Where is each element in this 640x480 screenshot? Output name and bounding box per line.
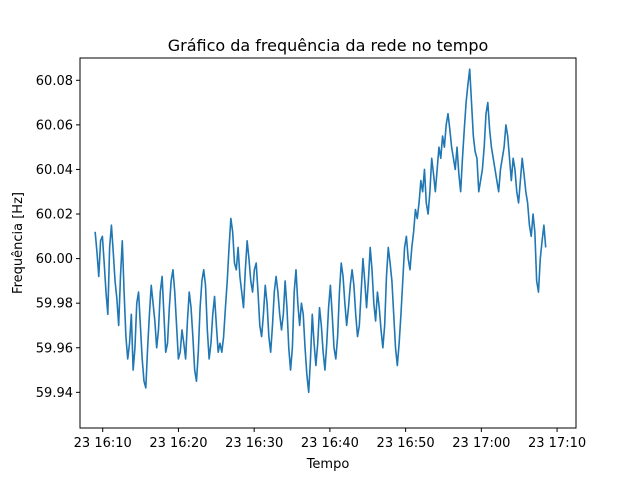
series-line-0 bbox=[94, 68, 547, 394]
x-axis: 23 16:10 23 16:20 23 16:30 23 16:40 23 16:50… bbox=[74, 428, 586, 451]
y-tick-label: 60.08 bbox=[36, 74, 73, 89]
x-tick-label: 23 16:30 bbox=[225, 436, 283, 451]
y-tick-label: 60.04 bbox=[36, 163, 73, 178]
x-tick-label: 23 16:10 bbox=[74, 436, 132, 451]
x-tick-label: 23 16:40 bbox=[301, 436, 359, 451]
y-axis-title: Frequência [Hz] bbox=[11, 192, 26, 294]
x-tick-label: 23 16:20 bbox=[149, 436, 207, 451]
plot-frame bbox=[79, 57, 577, 429]
y-tick-label: 60.00 bbox=[36, 252, 73, 267]
chart-title: Gráfico da frequência da rede no tempo bbox=[168, 36, 489, 55]
x-tick-label: 23 16:50 bbox=[377, 436, 435, 451]
plot-area bbox=[94, 68, 547, 394]
y-tick-label: 60.06 bbox=[36, 118, 73, 133]
y-tick-label: 59.98 bbox=[36, 297, 73, 312]
x-tick-label: 23 17:00 bbox=[452, 436, 510, 451]
y-axis: 59.94 59.96 59.98 60.00 60.02 60.04 60.06 60.08 bbox=[36, 74, 80, 401]
y-tick-label: 59.94 bbox=[36, 386, 73, 401]
x-tick-label: 23 17:10 bbox=[528, 436, 586, 451]
y-tick-label: 60.02 bbox=[36, 208, 73, 223]
y-tick-label: 59.96 bbox=[36, 341, 73, 356]
x-axis-title: Tempo bbox=[306, 457, 350, 472]
